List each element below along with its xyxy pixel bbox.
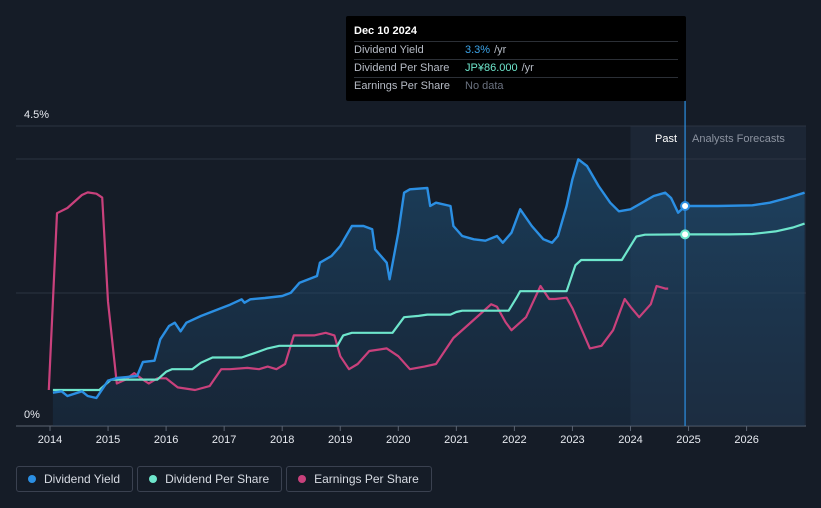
legend-label: Dividend Yield — [44, 472, 121, 486]
x-tick-label: 2026 — [734, 434, 758, 446]
legend-dot-icon — [298, 475, 307, 483]
x-tick-label: 2021 — [444, 434, 468, 446]
tooltip-label: Dividend Per Share — [354, 62, 450, 74]
dividend-yield-area — [52, 159, 805, 427]
tooltip-row-dividend-yield: Dividend Yield 3.3% /yr — [354, 42, 678, 60]
y-tick-label-zero: 0% — [24, 409, 40, 421]
legend-label: Dividend Per Share — [165, 472, 270, 486]
past-section-label: Past — [655, 133, 677, 145]
forecast-section-label: Analysts Forecasts — [692, 133, 785, 145]
y-axis: 4.5% 0% — [24, 109, 49, 421]
tooltip-value: JP¥86.000 — [465, 62, 518, 74]
hover-tooltip: Dec 10 2024 Dividend Yield 3.3% /yr Divi… — [346, 16, 686, 101]
x-tick-label: 2017 — [212, 434, 236, 446]
x-tick-label: 2022 — [502, 434, 526, 446]
dividend-yield-line — [52, 158, 686, 400]
legend-dot-icon — [28, 475, 36, 483]
dividend-per-share-forecast-line — [685, 222, 805, 236]
tooltip-unit: /yr — [494, 44, 507, 56]
tooltip-label: Dividend Yield — [354, 44, 424, 56]
x-tick-label: 2018 — [270, 434, 294, 446]
x-tick-label: 2016 — [154, 434, 178, 446]
x-axis: 2014 2015 2016 2017 2018 2019 2020 2021 2022 2023… — [38, 426, 759, 446]
tooltip-unit: /yr — [521, 62, 534, 74]
x-tick-label: 2015 — [96, 434, 120, 446]
tooltip-value: 3.3% — [465, 44, 491, 56]
plot-area — [47, 158, 805, 427]
tooltip-date: Dec 10 2024 — [354, 24, 678, 42]
tooltip-value: No data — [465, 80, 504, 92]
y-tick-label-top: 4.5% — [24, 109, 49, 121]
tooltip-row-dividend-per-share: Dividend Per Share JP¥86.000 /yr — [354, 60, 678, 78]
x-tick-label: 2014 — [38, 434, 62, 446]
x-tick-label: 2024 — [618, 434, 642, 446]
legend-dividend-yield[interactable]: Dividend Yield — [16, 466, 134, 492]
dividend-yield-forecast-line — [685, 191, 805, 208]
dividend-per-share-marker — [680, 229, 691, 240]
dividend-yield-marker — [680, 201, 691, 211]
legend-earnings-per-share[interactable]: Earnings Per Share — [286, 466, 432, 492]
x-tick-label: 2023 — [560, 434, 584, 446]
cursor-markers — [680, 101, 691, 426]
legend-dot-icon — [149, 475, 158, 483]
legend-label: Earnings Per Share — [314, 472, 419, 486]
x-tick-label: 2025 — [676, 434, 700, 446]
tooltip-row-earnings-per-share: Earnings Per Share No data — [354, 78, 678, 95]
legend-dividend-per-share[interactable]: Dividend Per Share — [137, 466, 283, 492]
x-tick-label: 2019 — [328, 434, 352, 446]
tooltip-label: Earnings Per Share — [354, 80, 450, 92]
chart-legend: Dividend Yield Dividend Per Share Earnin… — [16, 466, 432, 492]
x-tick-label: 2020 — [386, 434, 410, 446]
dividend-per-share-line — [52, 233, 686, 392]
